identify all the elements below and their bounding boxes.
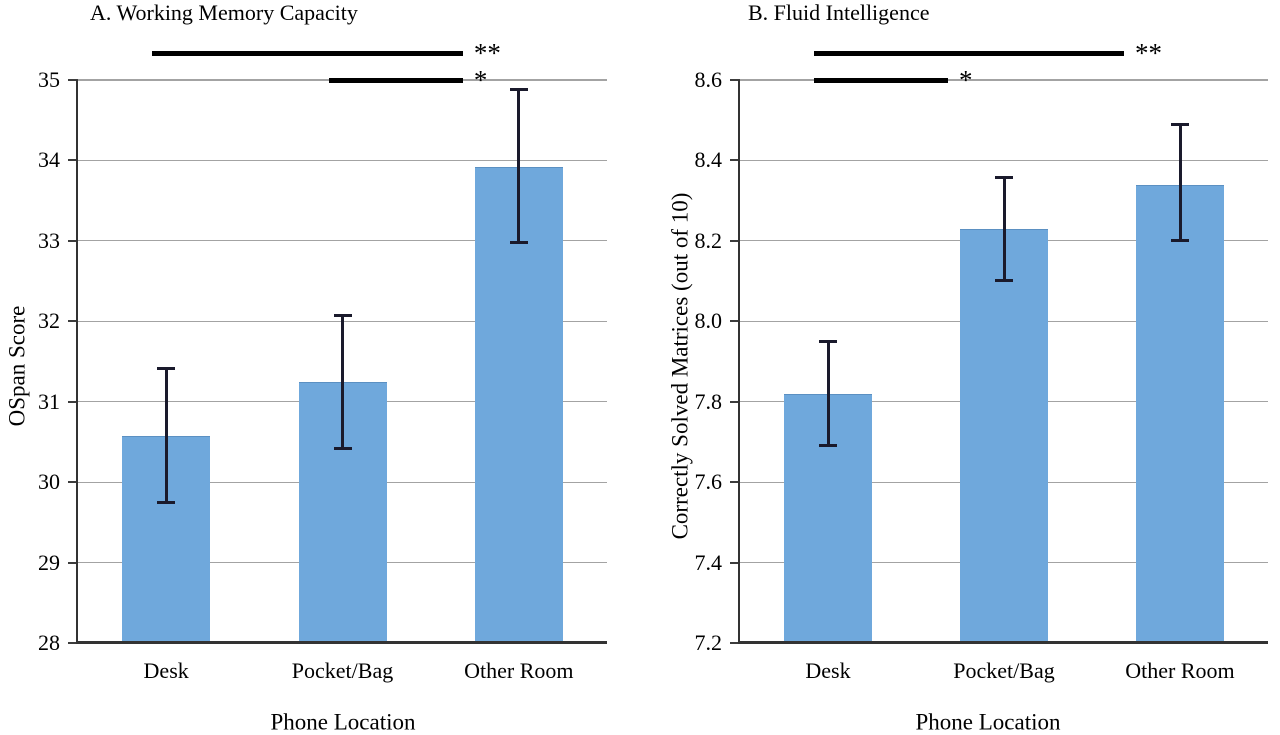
y-tick-label: 8.2 [694, 227, 723, 253]
x-category-label-other-room: Other Room [464, 658, 574, 683]
y-tick-mark [730, 320, 740, 323]
y-tick-label: 8.0 [694, 308, 723, 334]
bar-pocket-bag [960, 228, 1048, 643]
error-bar-cap-bottom [157, 501, 176, 505]
x-axis-line [76, 641, 607, 644]
significance-label: * [959, 65, 973, 95]
error-bar-cap-bottom [995, 279, 1013, 283]
error-bar-line [164, 367, 168, 504]
significance-line [328, 78, 463, 83]
gridline [740, 79, 1268, 81]
y-tick-mark [68, 481, 78, 484]
y-tick-label: 34 [38, 147, 60, 173]
y-tick-mark [730, 481, 740, 484]
error-bar-cap-bottom [333, 447, 352, 451]
y-tick-label: 7.2 [694, 630, 723, 655]
significance-line [152, 51, 463, 56]
error-bar-line [1178, 124, 1182, 241]
error-bar-line [1002, 176, 1006, 282]
panel-b-plot-area: 8.6 8.4 8.2 8.0 7.8 7.6 7.4 7.2 Desk Pocket/Bag Ot… [695, 40, 1268, 682]
error-bar-cap-top [1171, 123, 1189, 127]
y-tick-label: 7.8 [694, 388, 723, 414]
y-tick-label: 28 [38, 630, 60, 655]
error-bar-line [826, 341, 830, 446]
panel-a-plot-area: 35 34 33 32 31 30 29 28 Desk Pocket/Bag Other Room… [38, 40, 607, 682]
error-bar-line [341, 314, 344, 450]
error-bar-cap-top [995, 175, 1013, 179]
significance-label: ** [1135, 38, 1162, 68]
error-bar-cap-top [157, 366, 176, 370]
y-tick-mark [68, 642, 78, 644]
y-tick-label: 8.6 [694, 67, 723, 92]
y-tick-label: 7.4 [694, 549, 723, 575]
y-tick-label: 7.6 [694, 469, 723, 495]
x-category-label-desk: Desk [805, 658, 851, 683]
y-tick-label: 35 [38, 67, 60, 92]
y-tick-label: 32 [38, 308, 60, 334]
error-bar-cap-bottom [1171, 238, 1189, 242]
error-bar-cap-top [509, 87, 528, 91]
significance-line [814, 78, 948, 83]
y-tick-label: 8.4 [694, 147, 723, 173]
y-tick-label: 33 [38, 227, 60, 253]
error-bar-line [517, 88, 521, 244]
significance-label: * [473, 65, 488, 95]
y-tick-mark [730, 400, 740, 403]
significance-line [814, 51, 1124, 56]
y-axis-line [738, 80, 740, 643]
y-tick-mark [68, 79, 78, 81]
x-axis-line [738, 641, 1268, 644]
y-tick-mark [68, 320, 78, 323]
y-tick-mark [730, 159, 740, 162]
error-bar-cap-top [819, 340, 837, 344]
y-tick-label: 29 [38, 549, 60, 575]
y-tick-label: 30 [38, 469, 60, 495]
x-category-label-desk: Desk [143, 658, 189, 683]
y-tick-mark [68, 239, 78, 242]
bar-other-room [1136, 184, 1224, 643]
y-tick-mark [68, 561, 78, 564]
bar-other-room [474, 166, 563, 643]
y-tick-mark [730, 561, 740, 564]
panel-b-title: B. Fluid Intelligence [748, 0, 930, 25]
gridline [78, 240, 607, 242]
y-tick-mark [68, 400, 78, 403]
error-bar-cap-bottom [819, 443, 837, 447]
y-tick-mark [68, 159, 78, 162]
gridline [78, 159, 607, 162]
error-bar-cap-top [333, 313, 352, 317]
panel-a-title: A. Working Memory Capacity [90, 0, 358, 25]
y-tick-mark [730, 239, 740, 242]
gridline [740, 159, 1268, 162]
x-category-label-other-room: Other Room [1125, 658, 1235, 683]
y-axis-line [76, 80, 78, 643]
error-bar-cap-bottom [509, 241, 528, 245]
x-category-label-pocket-bag: Pocket/Bag [953, 658, 1055, 683]
x-category-label-pocket-bag: Pocket/Bag [291, 658, 394, 683]
y-tick-mark [730, 79, 740, 81]
y-tick-mark [730, 642, 740, 644]
y-tick-label: 31 [38, 388, 60, 414]
significance-label: ** [473, 38, 501, 68]
